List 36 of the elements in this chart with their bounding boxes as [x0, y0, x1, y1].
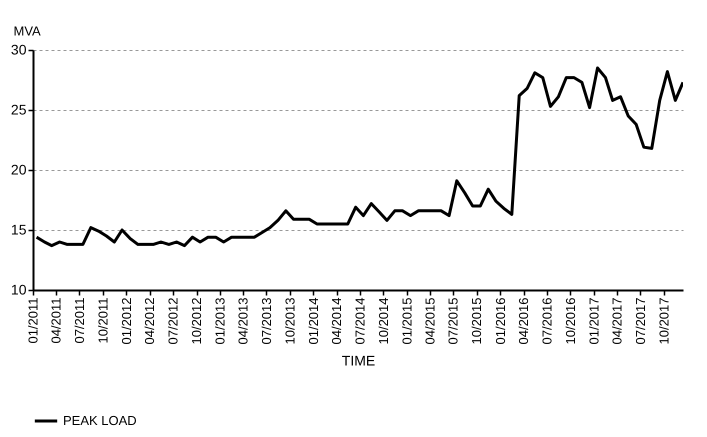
legend-label: PEAK LOAD: [63, 413, 137, 428]
x-tick-label: 10/2011: [95, 298, 110, 344]
y-tick-label: 30: [10, 42, 27, 58]
x-tick-label: 10/2012: [189, 298, 204, 344]
x-tick-label: 10/2014: [376, 298, 391, 344]
x-tick-label: 04/2014: [329, 298, 344, 344]
x-tick-label: 10/2016: [562, 298, 578, 344]
x-tick-label: 10/2013: [282, 298, 298, 344]
x-tick-label: 07/2014: [352, 298, 368, 344]
x-axis-title: TIME: [342, 352, 376, 368]
x-tick-label: 04/2016: [516, 298, 532, 344]
x-tick-label: 07/2013: [258, 298, 274, 344]
x-tick-label: 04/2015: [422, 298, 438, 344]
x-tick-label: 01/2017: [586, 298, 602, 344]
x-tick-label: 01/2013: [212, 298, 228, 344]
x-tick-label: 04/2011: [48, 298, 64, 344]
y-tick-label: 15: [10, 222, 27, 238]
x-tick-label: 10/2017: [656, 298, 672, 344]
y-tick-label: 25: [10, 102, 27, 118]
x-tick-label: 01/2016: [492, 298, 508, 344]
y-tick-label: 10: [10, 282, 27, 298]
x-tick-label: 04/2013: [236, 298, 251, 344]
y-axis-title: MVA: [14, 24, 42, 38]
x-tick-label: 10/2015: [469, 298, 484, 344]
x-tick-label: 01/2011: [26, 298, 40, 344]
x-tick-label: 07/2015: [446, 298, 461, 344]
x-tick-label: 07/2011: [72, 298, 87, 344]
x-tick-label: 07/2016: [539, 298, 554, 344]
x-tick-label: 01/2015: [399, 298, 414, 344]
y-tick-label: 20: [10, 162, 27, 178]
x-tick-label: 07/2012: [165, 298, 180, 344]
x-tick-label: 01/2012: [118, 298, 134, 344]
x-tick-label: 01/2014: [306, 298, 321, 344]
x-tick-label: 04/2017: [609, 298, 624, 344]
x-tick-label: 07/2017: [632, 298, 648, 344]
x-tick-label: 04/2012: [142, 298, 158, 344]
